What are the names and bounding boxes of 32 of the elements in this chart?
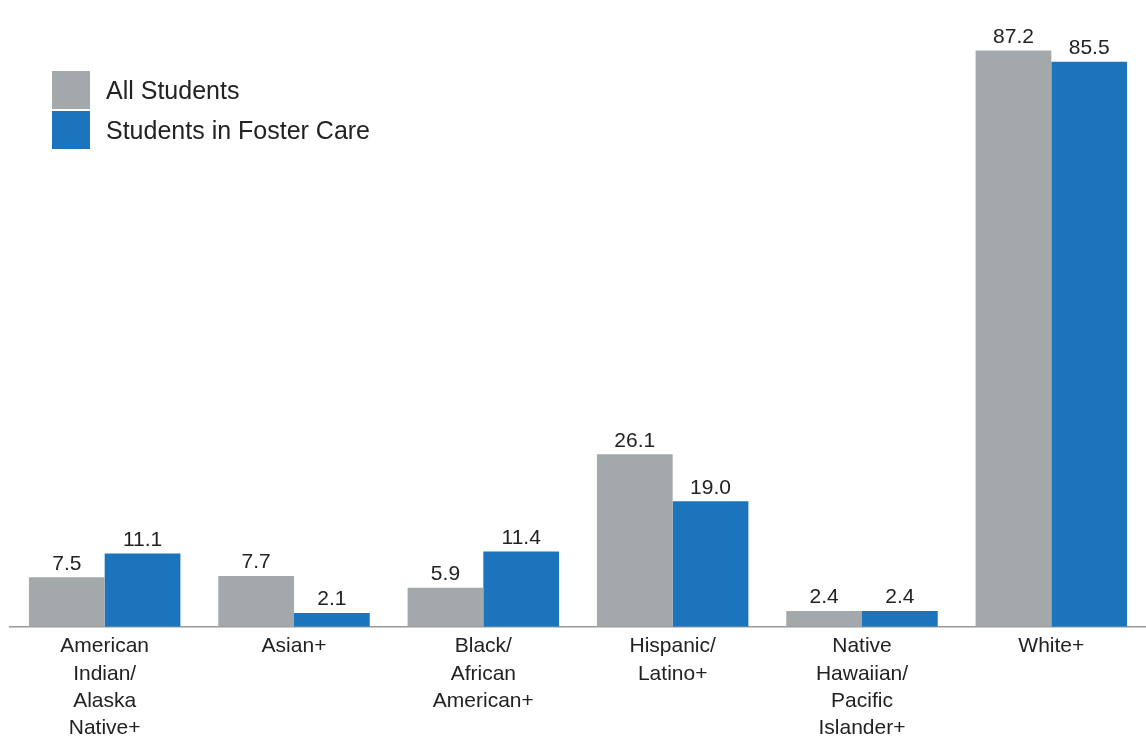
bar (596, 454, 673, 627)
bar (218, 575, 294, 627)
data-label: 11.4 (501, 524, 542, 548)
bar (786, 610, 862, 627)
legend-label: All Students (106, 75, 240, 105)
bar (672, 501, 749, 627)
data-label: 5.9 (430, 561, 461, 585)
data-label: 87.2 (993, 23, 1034, 47)
bar (483, 551, 560, 627)
x-tick-label: White+ (1018, 633, 1085, 657)
data-label: 2.4 (885, 584, 915, 608)
bar (407, 587, 484, 627)
bar (294, 612, 370, 627)
bar (862, 610, 938, 627)
data-label: 85.5 (1068, 35, 1110, 59)
x-tick-label: Hispanic/Latino+ (629, 633, 717, 684)
data-label: 11.1 (122, 526, 163, 550)
data-label: 26.1 (614, 427, 656, 451)
bar (28, 577, 105, 627)
x-tick-label: Black/African American+ (432, 633, 534, 711)
x-tick-label: Native Hawaiian/Pacific Islander+ (815, 633, 909, 739)
data-label: 2.4 (809, 584, 840, 608)
bar (975, 50, 1052, 627)
bar (104, 553, 181, 627)
data-label: 19.0 (690, 474, 731, 498)
data-label: 7.7 (241, 549, 271, 573)
x-tick-label: Asian+ (261, 633, 327, 657)
data-label: 2.1 (317, 586, 347, 610)
bar (1051, 61, 1128, 627)
data-label: 7.5 (52, 550, 82, 574)
x-tick-label: American Indian/Alaska Native+ (60, 633, 150, 739)
legend-label: Students in Foster Care (106, 115, 371, 145)
